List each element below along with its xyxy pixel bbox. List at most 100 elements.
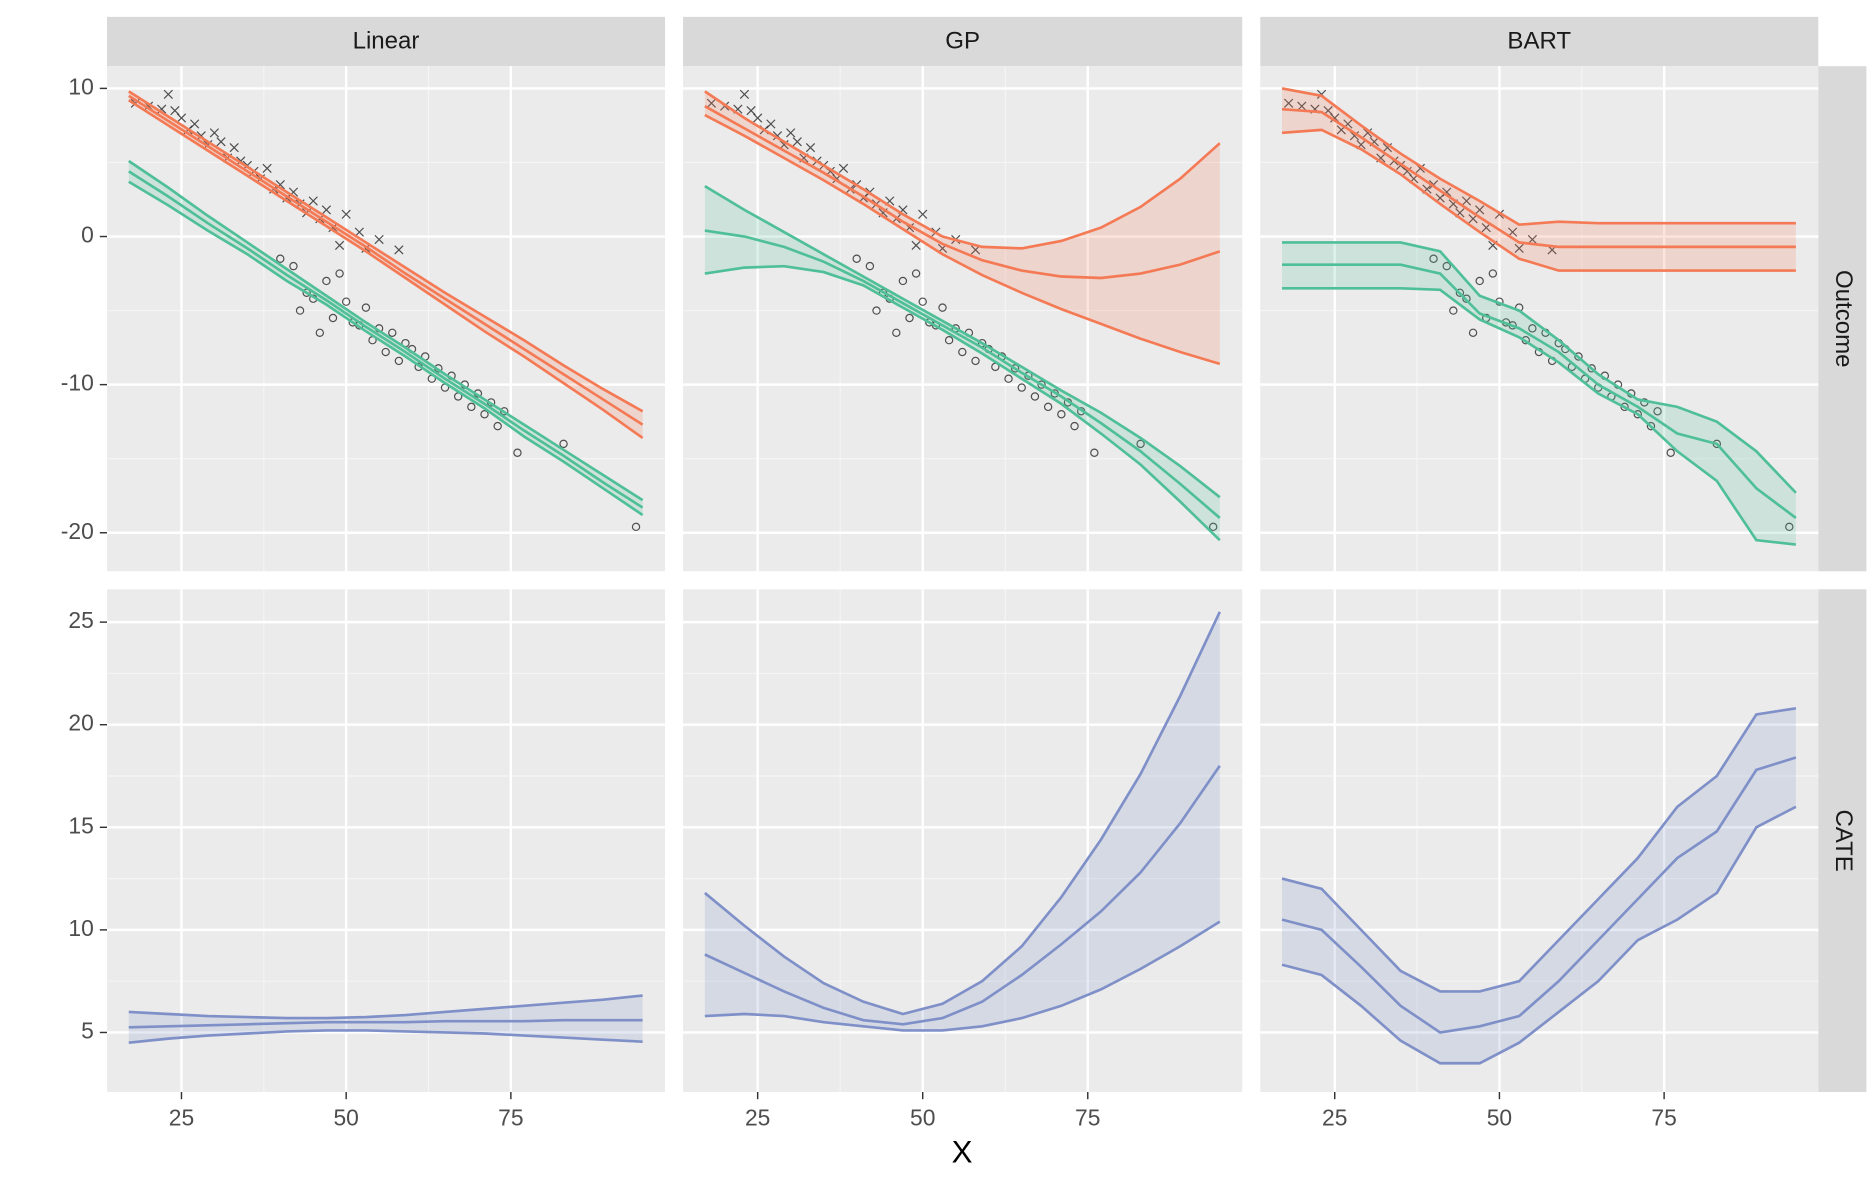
strip-background	[1818, 589, 1867, 1092]
point	[308, 196, 318, 206]
panel	[683, 66, 1243, 572]
point	[1442, 187, 1452, 197]
x-tick-label: 75	[1075, 1105, 1100, 1131]
point	[786, 128, 796, 138]
strip-background	[107, 16, 666, 67]
band-edge	[128, 159, 644, 502]
point	[354, 227, 364, 237]
point	[865, 261, 875, 271]
x-tick-label: 25	[1322, 1105, 1347, 1131]
ribbon	[1282, 242, 1796, 545]
band-edge	[1282, 241, 1797, 494]
point	[480, 410, 489, 419]
point	[766, 119, 776, 129]
point	[341, 297, 351, 306]
point	[1057, 410, 1066, 419]
line	[128, 94, 644, 426]
panel-background	[683, 66, 1243, 572]
point	[1475, 205, 1485, 215]
point	[513, 448, 522, 457]
panel	[107, 66, 666, 572]
y-tick-label: 20	[68, 710, 93, 736]
panel-background	[1260, 66, 1819, 572]
point	[918, 297, 927, 306]
x-axis-label: X	[952, 1135, 973, 1170]
point	[1475, 276, 1484, 286]
point	[1461, 196, 1472, 206]
point	[1646, 421, 1656, 431]
band-edge	[128, 994, 643, 1020]
band-edge	[1281, 128, 1796, 272]
point	[467, 402, 476, 412]
point	[898, 276, 908, 286]
point	[328, 313, 338, 323]
point	[753, 113, 763, 123]
panel	[1260, 589, 1819, 1092]
point	[1429, 254, 1438, 263]
y-tick-label: 25	[68, 607, 93, 633]
line	[1282, 263, 1797, 519]
point	[394, 356, 404, 366]
point	[1070, 421, 1079, 431]
point	[1785, 522, 1794, 532]
point	[1488, 269, 1498, 278]
band-edge	[703, 611, 1221, 1016]
point	[1017, 383, 1026, 392]
point	[388, 328, 397, 338]
point	[1030, 392, 1040, 401]
point	[892, 328, 901, 338]
point	[1449, 306, 1458, 315]
point	[334, 240, 345, 251]
point	[176, 113, 187, 123]
x-tick-label: 75	[1651, 1105, 1676, 1131]
y-tick-label: 15	[68, 812, 93, 838]
y-tick-label: 10	[68, 915, 93, 941]
column-strip-label: Linear	[353, 27, 420, 54]
line	[128, 1018, 643, 1029]
y-tick-label: 10	[68, 73, 93, 99]
panel	[683, 589, 1243, 1092]
point	[739, 89, 750, 99]
point	[321, 205, 332, 215]
point	[1208, 522, 1218, 532]
point	[872, 306, 881, 315]
point	[1297, 101, 1307, 111]
point	[341, 209, 351, 219]
point	[838, 163, 849, 174]
point	[190, 119, 200, 129]
point	[631, 522, 641, 532]
point	[1653, 407, 1662, 416]
point	[1666, 448, 1675, 457]
ribbon	[704, 611, 1220, 1031]
band-edge	[1281, 805, 1797, 1065]
strip-background	[683, 16, 1243, 67]
row-strip-label: Outcome	[1830, 270, 1857, 368]
point	[918, 209, 928, 219]
band-edge	[1281, 706, 1797, 993]
point	[1481, 222, 1491, 233]
point	[361, 303, 371, 312]
band-edge	[128, 1029, 643, 1045]
point	[792, 137, 802, 147]
point	[1037, 380, 1046, 389]
band-edge	[704, 90, 1221, 250]
ribbon	[1282, 708, 1796, 1064]
row-strip-label: CATE	[1830, 809, 1857, 871]
point	[944, 335, 954, 345]
strip-background	[1260, 16, 1819, 67]
point	[1363, 128, 1373, 138]
point	[1442, 261, 1451, 271]
band-edge	[704, 185, 1221, 499]
x-tick-label: 25	[745, 1105, 770, 1131]
line	[704, 105, 1221, 280]
point	[1455, 288, 1465, 298]
point	[852, 254, 861, 263]
point	[394, 245, 404, 255]
point	[958, 347, 967, 357]
y-tick-label: 5	[81, 1018, 94, 1044]
point	[805, 143, 816, 153]
band-edge	[704, 920, 1221, 1032]
point	[1587, 364, 1596, 373]
point	[1043, 402, 1053, 412]
point	[706, 98, 717, 108]
